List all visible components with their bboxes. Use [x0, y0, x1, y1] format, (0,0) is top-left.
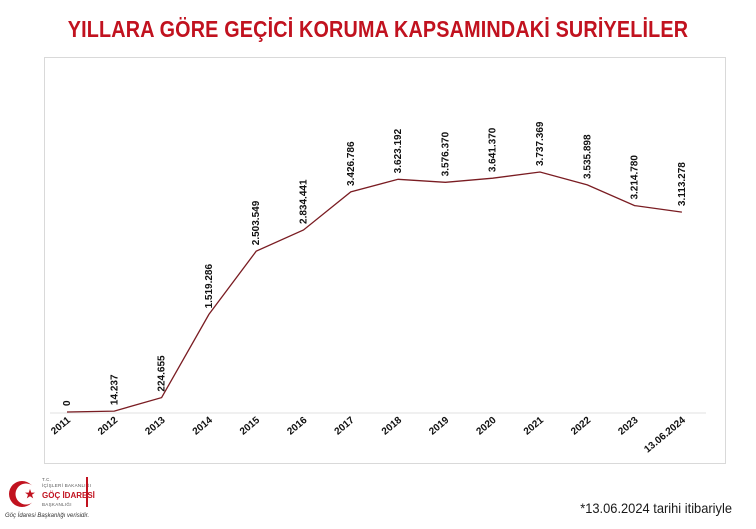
x-tick-label: 13.06.2024: [642, 415, 688, 456]
logo-line-2: İÇİŞLERİ BAKANLIĞI: [42, 483, 92, 488]
x-tick-label: 2023: [616, 415, 640, 438]
data-label: 3.737.369: [535, 121, 546, 166]
data-label: 3.641.370: [488, 127, 499, 172]
logo-line-4: BAŞKANLIĞI: [42, 502, 72, 507]
data-label: 2.834.441: [299, 179, 310, 224]
logo-divider: [86, 477, 88, 507]
x-tick-label: 2018: [380, 415, 404, 438]
x-tick-label: 2013: [143, 415, 167, 438]
data-label: 2.503.549: [251, 200, 262, 245]
data-labels: 0 14.237 224.655 1.519.286 2.503.549 2.834.44…: [62, 121, 688, 406]
data-label: 224.655: [157, 355, 168, 392]
x-tick-label: 2015: [238, 415, 262, 438]
x-tick-label: 2019: [427, 415, 451, 438]
data-label: 1.519.286: [204, 264, 215, 309]
crescent-star-icon: [9, 481, 37, 507]
x-tick-label: 2014: [191, 415, 215, 438]
x-tick-label: 2016: [285, 415, 309, 438]
footnote: *13.06.2024 tarihi itibariyle: [580, 500, 732, 516]
data-label: 3.535.898: [582, 134, 593, 179]
data-label: 3.214.780: [630, 155, 641, 200]
data-label: 14.237: [109, 374, 120, 405]
x-tick-label: 2022: [569, 415, 593, 438]
x-tick-label: 2012: [96, 415, 120, 438]
x-tick-label: 2017: [333, 415, 357, 438]
data-label: 0: [62, 400, 73, 406]
x-tick-label: 2021: [522, 415, 546, 438]
logo-line-1: T.C.: [42, 477, 52, 482]
series-line: [66, 171, 682, 413]
x-tick-labels: 2011 2012 2013 2014 2015 2016 2017 2018 2019 2020…: [49, 415, 688, 456]
data-label: 3.576.370: [440, 131, 451, 176]
chart-title: YILLARA GÖRE GEÇİCİ KORUMA KAPSAMINDAKİ …: [67, 16, 689, 42]
data-label: 3.113.278: [677, 162, 688, 206]
logo-line-3: GÖÇ İDARESİ: [42, 491, 95, 500]
x-tick-label: 2011: [49, 415, 73, 438]
x-tick-label: 2020: [475, 415, 499, 438]
chart-frame: [44, 57, 726, 464]
data-label: 3.623.192: [393, 128, 404, 173]
goc-idaresi-logo: T.C. İÇİŞLERİ BAKANLIĞI GÖÇ İDARESİ BAŞK…: [4, 474, 114, 526]
logo-credit: Göç İdaresi Başkanlığı verisidir.: [5, 513, 90, 519]
data-label: 3.426.786: [346, 141, 357, 186]
